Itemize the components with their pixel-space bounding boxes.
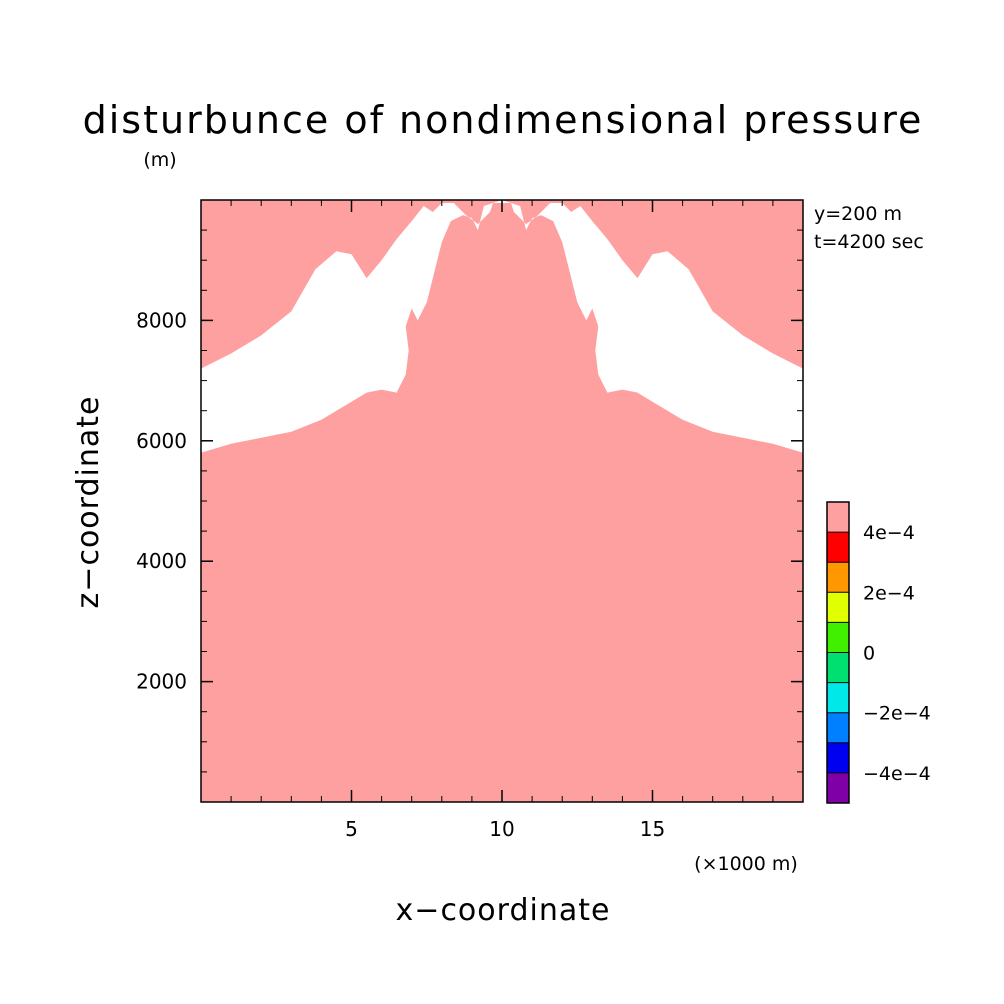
chart-title: disturbunce of nondimensional pressure [83, 98, 924, 142]
colorbar-label: −4e−4 [863, 763, 931, 785]
y-tick-label: 8000 [136, 308, 187, 332]
colorbar-segment-1 [827, 742, 849, 773]
contour-band-4 [201, 200, 803, 802]
colorbar-segment-9 [827, 502, 849, 533]
colorbar-segment-8 [827, 532, 849, 563]
y-tick-label: 2000 [136, 670, 187, 694]
x-axis-label: x−coordinate [396, 893, 611, 928]
colorbar-segment-7 [827, 562, 849, 593]
colorbar-segment-3 [827, 682, 849, 713]
plot-area [201, 200, 803, 802]
y-tick-label: 6000 [136, 429, 187, 453]
colorbar-label: −2e−4 [863, 703, 931, 725]
colorbar-segment-5 [827, 622, 849, 653]
colorbar-segment-6 [827, 592, 849, 623]
contour-island-0 [493, 299, 511, 339]
colorbar-segment-4 [827, 652, 849, 683]
x-axis-unit: (×1000 m) [694, 853, 798, 875]
y-tick-label: 4000 [136, 549, 187, 573]
x-tick-label: 10 [489, 817, 514, 841]
y-axis-label: z−coordinate [71, 396, 106, 609]
colorbar-segment-0 [827, 772, 849, 803]
annotation-y-position: y=200 m [814, 203, 902, 225]
colorbar-segment-2 [827, 712, 849, 743]
colorbar: −4e−4 −2e−4 0 2e−4 4e−4 [826, 501, 931, 804]
x-tick-label: 15 [640, 817, 665, 841]
colorbar-label: 0 [863, 643, 875, 665]
axes: 5 10 15 2000 4000 6000 8000 [136, 199, 804, 841]
annotation-time: t=4200 sec [814, 231, 924, 253]
undefined-region-0 [201, 200, 803, 453]
y-axis-unit: (m) [143, 149, 176, 171]
colorbar-label: 2e−4 [863, 582, 915, 604]
x-tick-label: 5 [345, 817, 358, 841]
colorbar-label: 4e−4 [863, 522, 915, 544]
